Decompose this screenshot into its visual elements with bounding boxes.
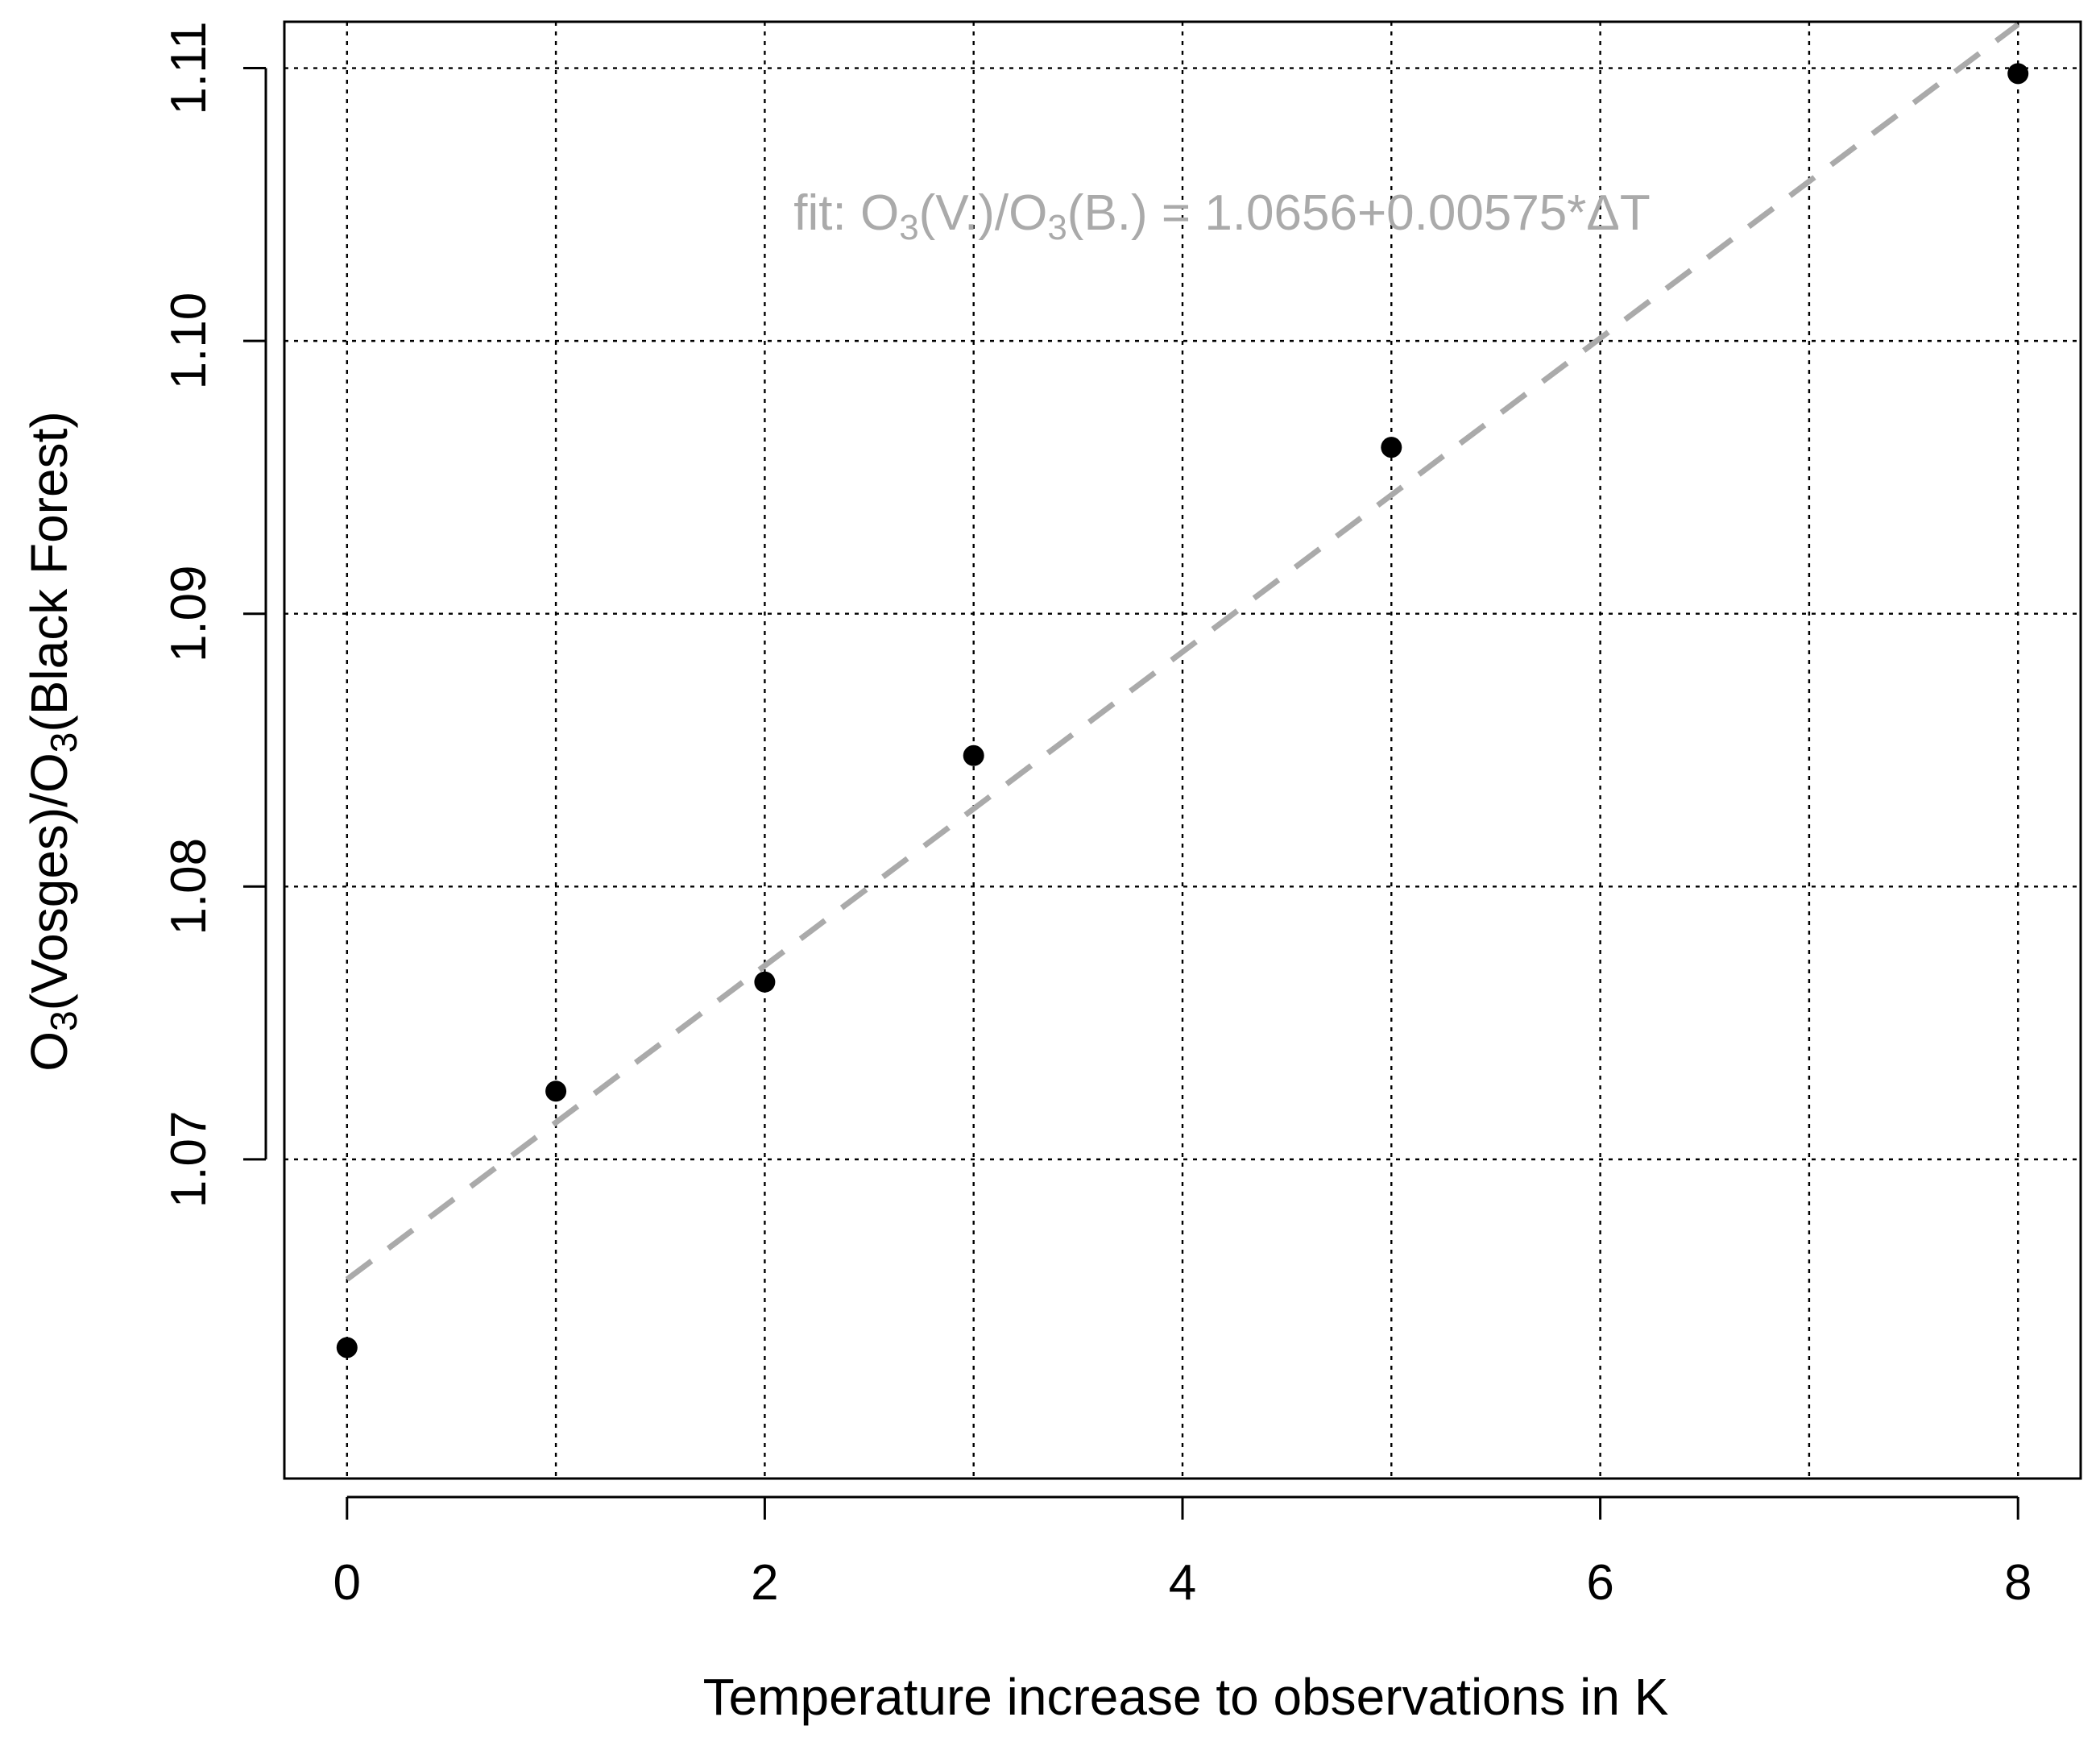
x-tick-label: 6 — [1586, 1555, 1613, 1611]
y-tick-label: 1.10 — [161, 292, 217, 390]
x-tick-label: 8 — [2004, 1555, 2032, 1611]
data-point — [2007, 63, 2029, 85]
x-axis: 0 2 4 6 8 — [333, 1495, 2032, 1611]
points-layer — [336, 63, 2029, 1358]
y-tick-label: 1.07 — [161, 1111, 217, 1209]
axes-layer — [283, 20, 2082, 1480]
data-point — [545, 1080, 567, 1102]
y-tick-label: 1.09 — [161, 565, 217, 662]
fit-layer — [345, 22, 2020, 1282]
data-point — [754, 971, 776, 993]
y-tick-label: 1.11 — [161, 22, 217, 115]
y-tick-label: 1.08 — [161, 838, 217, 935]
x-tick-label: 0 — [333, 1555, 361, 1611]
x-tick-label: 2 — [751, 1555, 778, 1611]
x-axis-title: Temperature increase to observations in … — [703, 1668, 1669, 1726]
fit-annotation: fit: O3(V.)/O3(B.) = 1.0656+0.00575*ΔT — [793, 185, 1650, 247]
y-axis-title: O3(Vosges)/O3(Black Forest) — [20, 411, 85, 1071]
data-point — [336, 1337, 358, 1358]
x-tick-label: 4 — [1169, 1555, 1196, 1611]
data-point — [1381, 437, 1402, 458]
y-axis: 1.07 1.08 1.09 1.10 1.11 — [161, 22, 267, 1209]
plot-frame — [283, 20, 2082, 1480]
data-point — [963, 744, 984, 766]
fit-line — [345, 22, 2020, 1282]
